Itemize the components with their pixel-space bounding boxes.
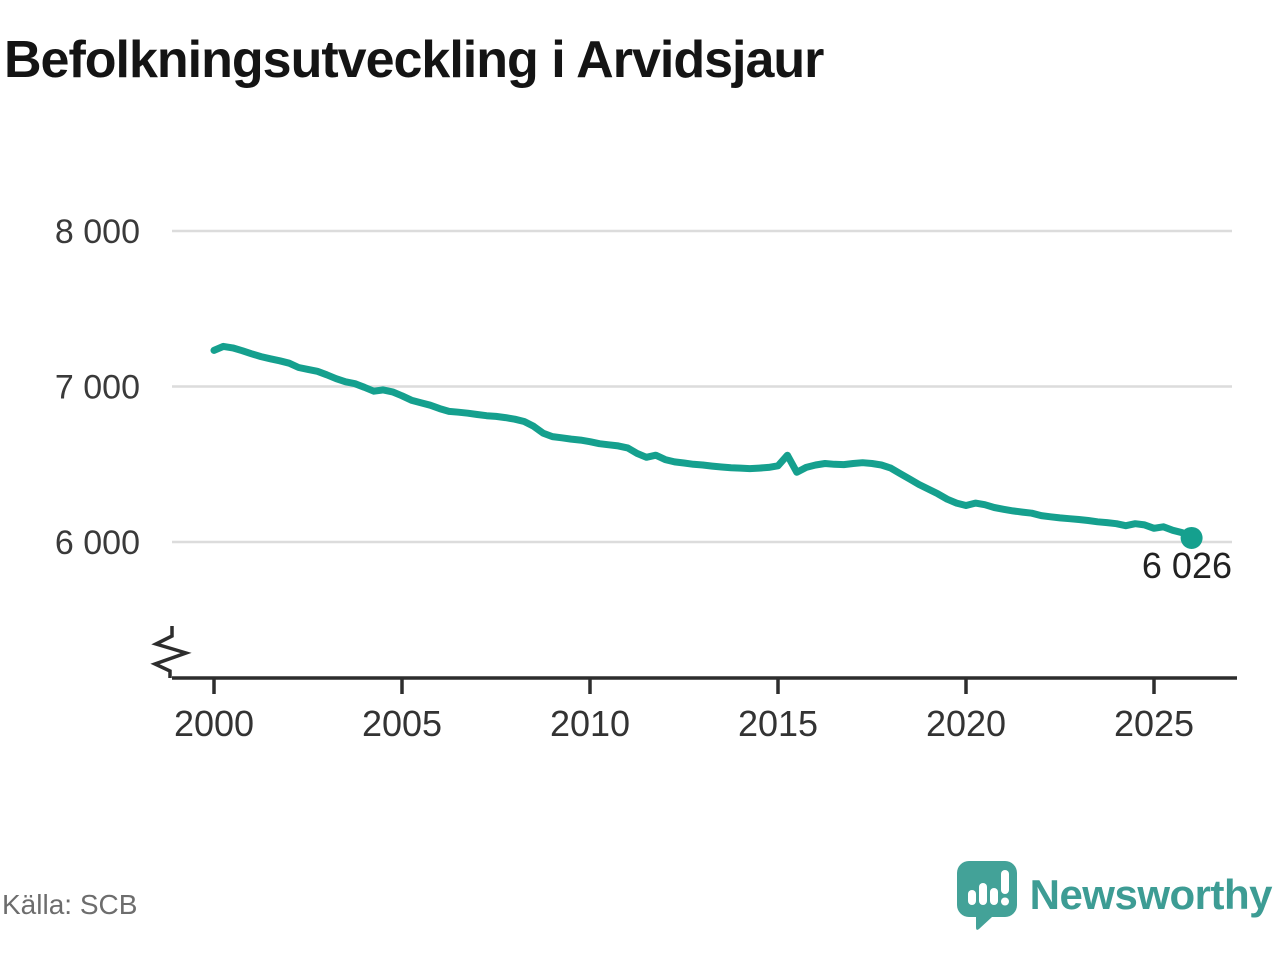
logo-bar-1: [967, 890, 976, 905]
x-tick-label-2005: 2005: [362, 703, 442, 744]
y-tick-label-7000: 7 000: [55, 369, 140, 407]
newsworthy-logo: Newsworthy: [956, 860, 1273, 930]
source-label: Källa: SCB: [2, 889, 138, 920]
x-tick-label-2010: 2010: [550, 703, 630, 744]
newsworthy-logo-icon: [956, 861, 1017, 930]
newsworthy-logo-text: Newsworthy: [1029, 871, 1273, 918]
logo-bar-2: [978, 883, 987, 905]
x-tick-label-2015: 2015: [738, 703, 818, 744]
axis-break-icon: [150, 626, 192, 678]
x-tick-label-2000: 2000: [174, 703, 254, 744]
y-tick-label-6000: 6 000: [55, 524, 140, 562]
logo-exclamation-dot: [1000, 897, 1009, 906]
logo-exclamation-bar: [1000, 870, 1009, 894]
series-end-dot: [1180, 526, 1203, 549]
y-tick-label-8000: 8 000: [55, 213, 140, 251]
series-end-value-label: 6 026: [1142, 545, 1232, 586]
x-tick-label-2020: 2020: [926, 703, 1006, 744]
population-series-line: [210, 342, 1196, 542]
x-tick-label-2025: 2025: [1114, 703, 1194, 744]
chart-title: Befolkningsutveckling i Arvidsjaur: [4, 31, 824, 89]
logo-bar-3: [989, 888, 998, 905]
